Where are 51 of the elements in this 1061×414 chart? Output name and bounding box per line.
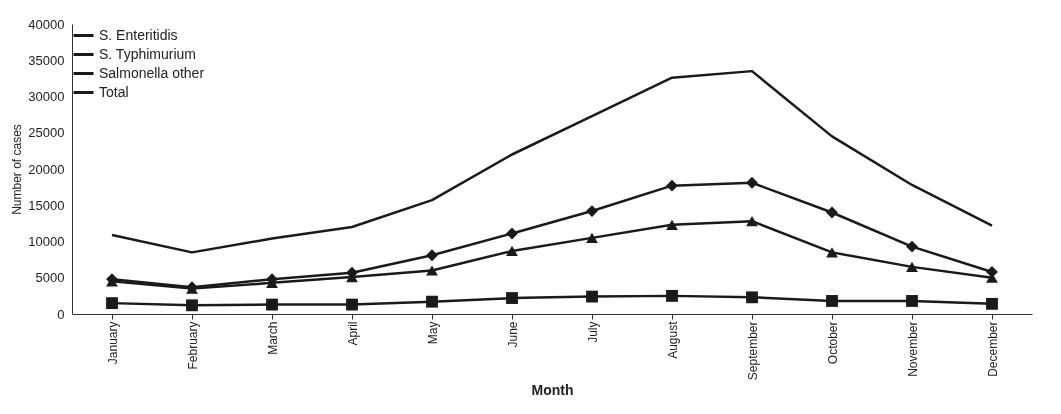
x-tick-label: March xyxy=(265,321,280,355)
point xyxy=(506,292,518,304)
x-tick-label: January xyxy=(105,321,120,365)
point xyxy=(746,291,758,304)
legend-label: Total xyxy=(99,83,129,100)
y-tick-label: 10000 xyxy=(28,234,65,249)
y-tick-label: 20000 xyxy=(28,161,65,177)
point xyxy=(826,206,838,219)
point xyxy=(746,216,758,227)
point xyxy=(586,290,598,303)
point xyxy=(106,297,118,310)
y-tick-label: 0 xyxy=(57,306,65,322)
x-tick-label: February xyxy=(185,321,200,370)
y-tick-label: 25000 xyxy=(28,125,65,141)
y-tick-label: 5000 xyxy=(35,270,65,286)
legend-label: S. Enteritidis xyxy=(99,26,178,43)
point xyxy=(826,295,838,307)
point xyxy=(186,299,198,312)
point xyxy=(906,261,918,272)
point xyxy=(906,295,918,307)
x-tick-label: December xyxy=(985,321,1000,377)
point xyxy=(666,219,678,230)
point xyxy=(986,297,998,310)
point xyxy=(426,265,438,276)
x-tick-label: May xyxy=(425,321,440,345)
point xyxy=(266,298,278,311)
y-tick-label: 40000 xyxy=(28,16,65,32)
point xyxy=(666,289,678,302)
point xyxy=(586,232,598,243)
y-axis-title: Number of cases xyxy=(10,124,25,215)
x-axis-title: Month xyxy=(531,382,574,399)
x-tick-label: June xyxy=(505,321,520,348)
x-tick-label: August xyxy=(665,320,680,359)
point xyxy=(426,295,438,308)
x-tick-label: July xyxy=(585,321,600,343)
y-tick-label: 30000 xyxy=(28,89,65,104)
legend-label: S. Typhimurium xyxy=(99,45,196,62)
point xyxy=(666,179,678,192)
point xyxy=(506,245,518,257)
x-tick-label: November xyxy=(905,321,920,377)
point xyxy=(426,249,438,262)
point xyxy=(746,176,758,189)
point xyxy=(906,240,918,253)
legend-label: Salmonella other xyxy=(99,64,205,81)
x-tick-label: September xyxy=(745,321,760,381)
point xyxy=(506,227,518,240)
point xyxy=(346,298,358,311)
x-tick-label: April xyxy=(345,321,360,346)
y-tick-label: 35000 xyxy=(28,52,65,68)
y-tick-label: 15000 xyxy=(28,197,65,213)
x-tick-label: October xyxy=(825,321,840,365)
